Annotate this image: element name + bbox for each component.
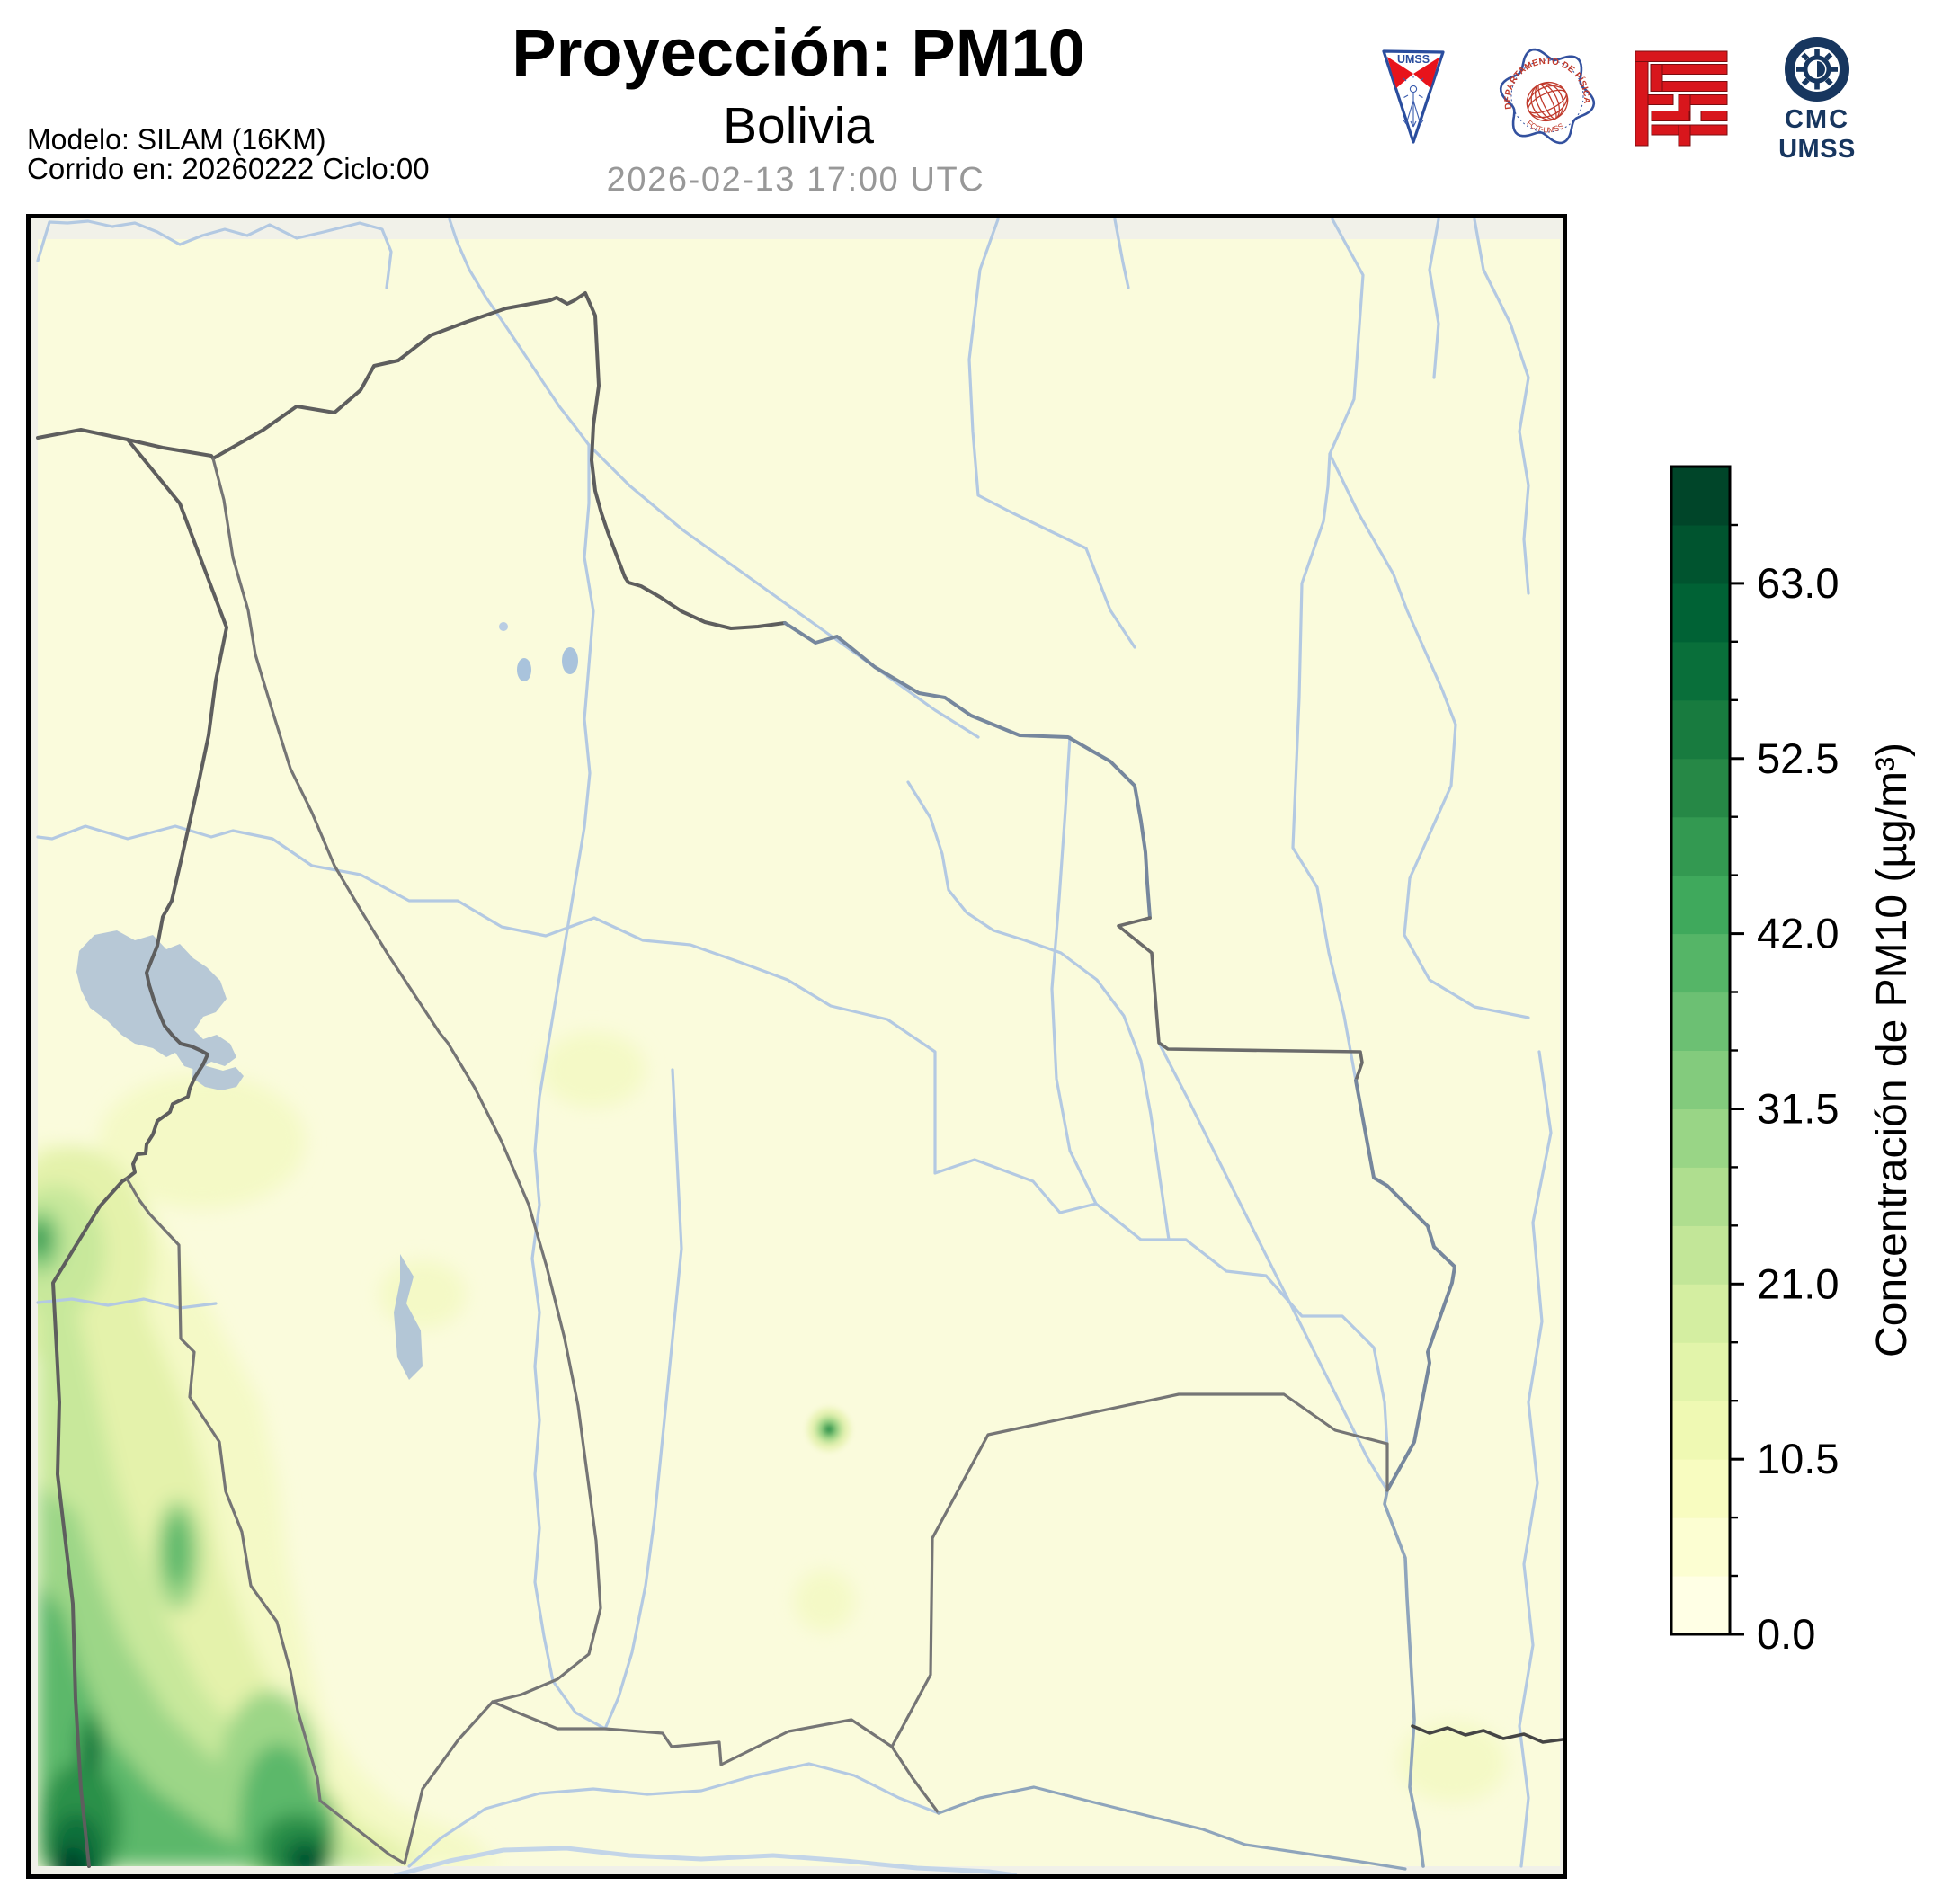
svg-text:Proyección: PM10: Proyección: PM10 [512,15,1084,90]
svg-text:Bolivia: Bolivia [723,97,874,155]
svg-text:CMC: CMC [1785,105,1849,134]
svg-text:52.5: 52.5 [1757,734,1839,782]
svg-text:Corrido en: 20260222 Ciclo:00: Corrido en: 20260222 Ciclo:00 [27,152,430,185]
svg-text:2026-02-13 17:00 UTC: 2026-02-13 17:00 UTC [607,161,985,199]
svg-text:UMSS: UMSS [1397,53,1430,66]
svg-text:0.0: 0.0 [1757,1610,1815,1658]
svg-text:Concentración de PM10 (µg/m³): Concentración de PM10 (µg/m³) [1868,743,1916,1357]
svg-text:21.0: 21.0 [1757,1259,1839,1307]
svg-text:42.0: 42.0 [1757,910,1839,957]
svg-text:UMSS: UMSS [1778,135,1856,164]
svg-text:Modelo: SILAM (16KM): Modelo: SILAM (16KM) [27,123,326,156]
svg-text:10.5: 10.5 [1757,1435,1839,1482]
svg-text:31.5: 31.5 [1757,1085,1839,1133]
svg-text:63.0: 63.0 [1757,559,1839,607]
